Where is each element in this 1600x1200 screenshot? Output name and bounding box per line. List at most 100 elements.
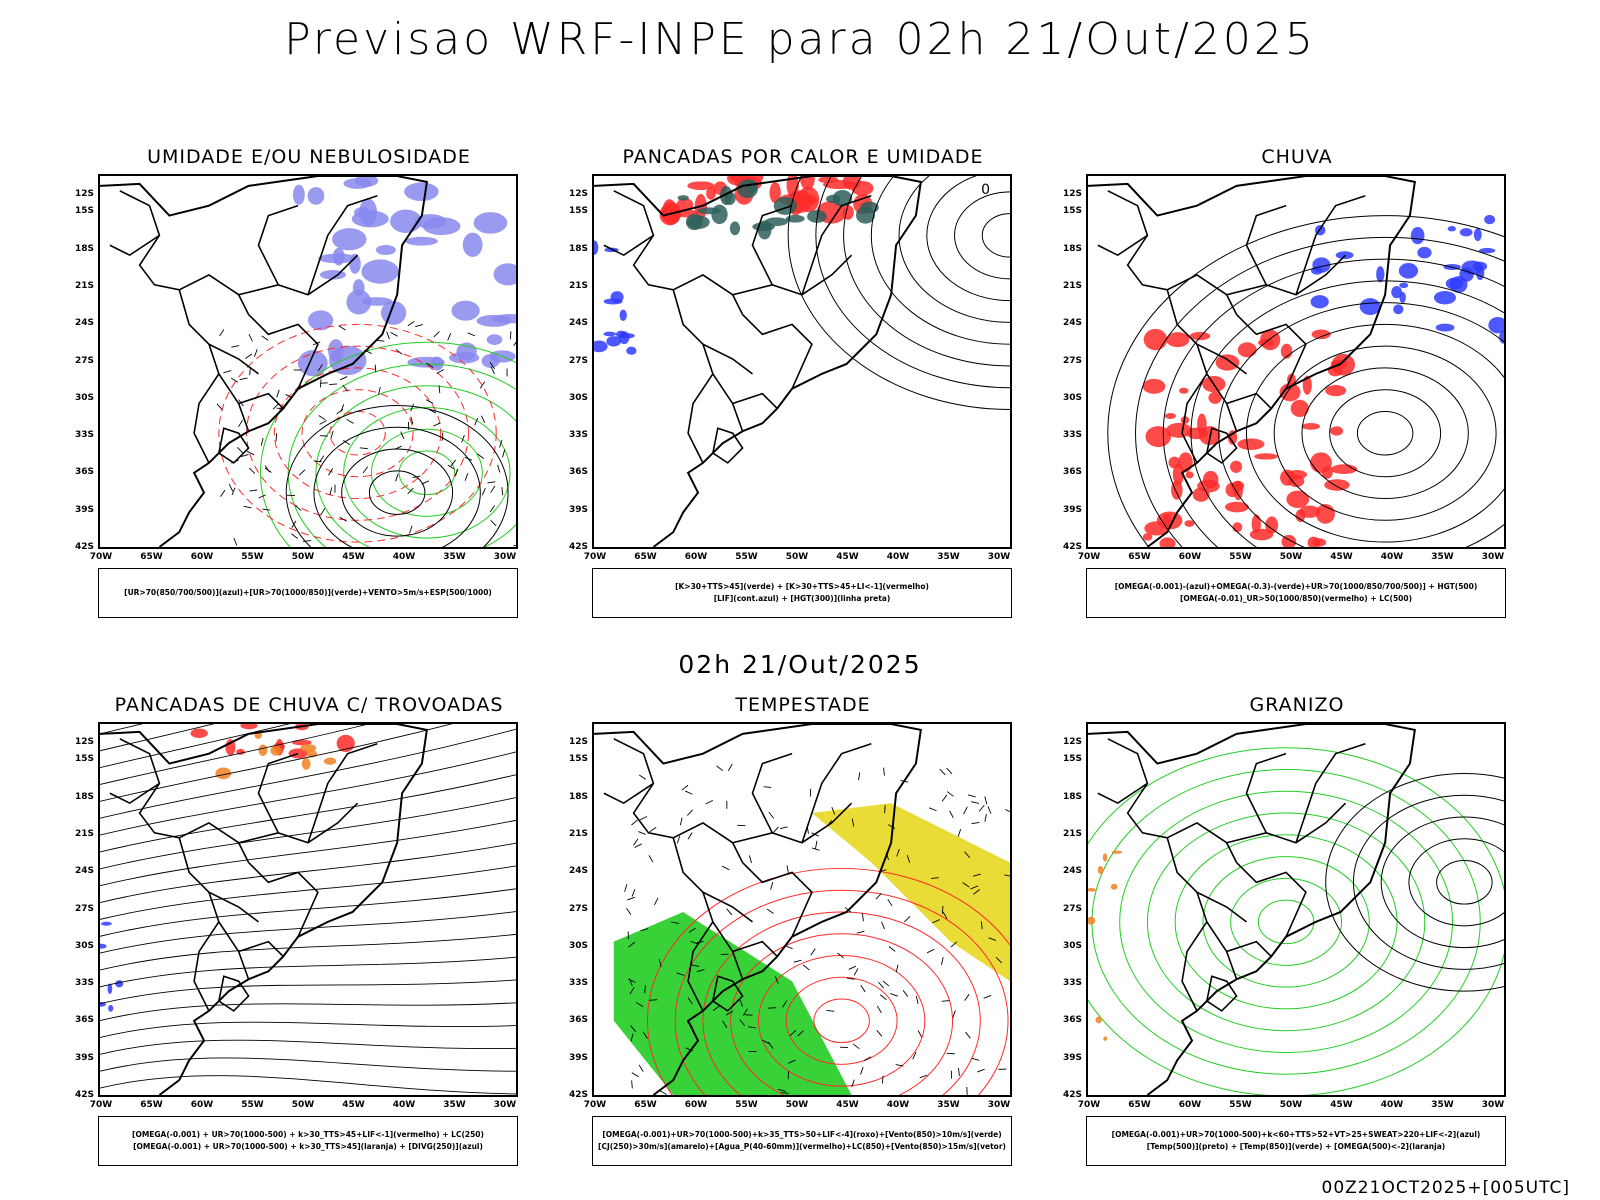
latitude-label: 33S [568, 978, 588, 989]
rain-area [1189, 331, 1211, 341]
state-border [248, 861, 319, 938]
latitude-label: 12S [74, 189, 94, 199]
omega-500-area [1088, 916, 1096, 925]
longitude-label: 35W [937, 1100, 960, 1110]
wind-850-vector [967, 794, 976, 798]
temp-850-contour [1202, 856, 1370, 988]
wind-850-vector [851, 1079, 855, 1088]
longitude-label: 60W [190, 552, 214, 562]
longitude-label: 65W [140, 1100, 163, 1110]
wind-vector [219, 329, 225, 337]
latitude-label: 39S [568, 504, 588, 515]
state-border [238, 392, 284, 410]
wind-850-vector [846, 977, 855, 980]
rain-area [1232, 522, 1243, 533]
wind-vector [245, 353, 253, 359]
convection-area [676, 198, 694, 212]
wind-850-vector [631, 889, 636, 897]
state-border [193, 373, 220, 464]
storm-area [190, 728, 208, 739]
state-border [1097, 782, 1148, 805]
wind-850-vector [964, 851, 971, 858]
wind-vector [513, 341, 516, 346]
low-level-humidity-contour [398, 450, 456, 496]
wind-850-vector [649, 826, 657, 833]
state-border [732, 254, 853, 296]
wind-850-vector [802, 964, 810, 971]
state-border [672, 289, 753, 375]
wind-850-vector [768, 1007, 777, 1009]
wind-850-vector [917, 1030, 923, 1038]
rain-area [1208, 391, 1222, 404]
geopotential-contour [926, 176, 1010, 302]
panel-title: TEMPESTADE [735, 694, 871, 716]
wind-vector [231, 345, 240, 348]
wind-850-vector [939, 768, 946, 776]
lifted-index-contour [603, 298, 623, 305]
wind-vector [490, 519, 497, 527]
state-border [1181, 373, 1208, 464]
run-timestamp: 00Z21OCT2025+[005UTC] [1321, 1178, 1570, 1198]
forecast-panel: CHUVA 12S 15S 18S 21S 24S 27S 30S 33S 36S 39S 42S 70… [1046, 146, 1516, 626]
humidity-mid-level [375, 244, 396, 256]
wind-850-vector [747, 1026, 756, 1029]
wind-vector [447, 332, 452, 341]
wind-850-vector [766, 908, 774, 914]
longitude-label: 35W [937, 552, 960, 562]
low-level-humidity-contour [260, 341, 516, 547]
main-title: Previsao WRF-INPE para 02h 21/Out/2025 [284, 14, 1316, 65]
panel-legend: [OMEGA(-0.001)+UR>70(1000-500)+k<60+TTS>… [1086, 1116, 1506, 1166]
panel-legend: [OMEGA(-0.001) + UR>70(1000-500) + k>30_… [98, 1116, 518, 1166]
rain-area [1290, 399, 1309, 418]
legend-line: [OMEGA(-0.01)_UR>50(1000/850)(vermelho) … [1179, 594, 1413, 603]
rain-area [1325, 385, 1347, 397]
wind-850-vector [676, 835, 681, 844]
pressure-isobar [341, 448, 454, 537]
pressure-isobar [285, 405, 509, 547]
state-border [742, 313, 813, 390]
streamline [100, 819, 516, 887]
rain-area [1166, 332, 1190, 348]
rain-area [1184, 520, 1195, 527]
rain-area [1249, 528, 1274, 541]
rain-area [1215, 354, 1240, 371]
wind-vector [276, 389, 280, 398]
humidity-mid-level [361, 259, 399, 284]
rain-area [1224, 501, 1249, 513]
wind-vector [231, 487, 236, 496]
state-border [1236, 313, 1307, 390]
wind-850-vector [858, 772, 861, 781]
wind-850-vector [705, 799, 713, 805]
state-border [257, 204, 299, 286]
wind-vector [450, 459, 457, 467]
wind-vector [253, 349, 258, 357]
wind-vector [390, 332, 398, 337]
wind-vector [467, 332, 476, 337]
omega-area [1417, 246, 1432, 259]
instability-area [729, 221, 740, 236]
instability-area [773, 196, 797, 215]
latitude-label: 24S [74, 318, 94, 329]
wind-850-vector [926, 948, 935, 954]
wind-850-vector [624, 884, 628, 892]
wind-850-vector [906, 854, 911, 863]
wind-850-vector [941, 957, 944, 965]
omega-area [1459, 267, 1474, 282]
wind-vector [455, 468, 458, 477]
rain-area [1142, 378, 1166, 394]
rain-area [1142, 533, 1153, 541]
streamline [100, 1002, 516, 1022]
state-border [1205, 427, 1238, 464]
state-border [1295, 743, 1366, 843]
streamline [100, 724, 371, 785]
latitude-label: 27S [1062, 903, 1082, 914]
wind-850-vector [815, 840, 818, 849]
rain-area [1144, 521, 1169, 536]
streamline [100, 911, 516, 954]
latitude-label: 42S [1062, 1090, 1082, 1100]
wind-850-vector [912, 1051, 917, 1060]
rain-area [1302, 375, 1312, 395]
wind-850-vector [879, 994, 887, 1001]
latitude-label: 42S [74, 1090, 94, 1100]
humidity-mid-level [404, 182, 439, 202]
